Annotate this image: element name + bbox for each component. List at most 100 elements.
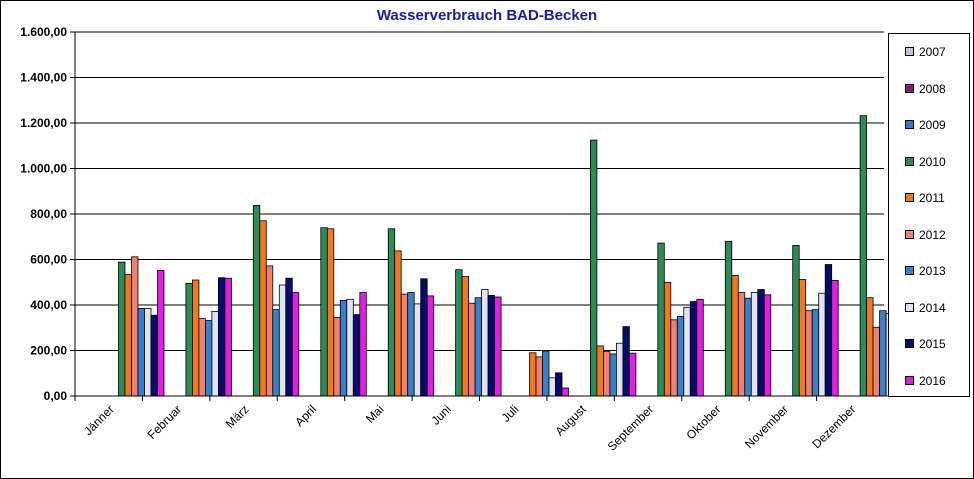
- legend-label: 2016: [919, 373, 946, 388]
- x-tick-labels: Jänner Februar März April Mai Juni Juli August S…: [81, 402, 858, 454]
- bar-2010-Juni: [455, 269, 463, 397]
- bar-2012-Dezember: [872, 326, 880, 397]
- bar-2014-September: [683, 306, 691, 397]
- bar-2014-August: [616, 342, 624, 397]
- bar-2011-November: [798, 279, 807, 397]
- legend-swatch: [905, 375, 914, 385]
- x-tick-label: Mai: [363, 402, 387, 426]
- x-tick-label: November: [742, 402, 791, 451]
- bar-2011-April: [326, 228, 335, 397]
- bar-2015-August: [622, 326, 630, 397]
- bar-2013-Mai: [407, 292, 415, 397]
- bar-2010-Oktober: [724, 240, 733, 397]
- legend-swatch: [905, 193, 914, 203]
- bar-2012-Jänner: [131, 256, 139, 397]
- bar-2011-Oktober: [731, 274, 739, 397]
- bar-2012-November: [805, 310, 813, 397]
- bars: [118, 115, 906, 397]
- legend-label: 2011: [919, 190, 945, 205]
- axes: [70, 31, 884, 401]
- bar-2015-Februar: [217, 277, 226, 397]
- legend-swatch: [905, 266, 914, 276]
- legend-item-2015: 2015: [905, 336, 946, 351]
- legend-label: 2010: [919, 154, 946, 169]
- x-tick-label: Februar: [145, 402, 185, 442]
- bar-2013-November: [811, 309, 820, 397]
- x-tick-label: Juni: [428, 402, 453, 427]
- bar-2012-Februar: [198, 318, 206, 397]
- bar-2015-April: [352, 314, 361, 397]
- bar-2010-August: [590, 139, 598, 397]
- bar-2010-November: [792, 244, 800, 397]
- bar-2011-September: [663, 281, 672, 397]
- x-tick-label: Juli: [499, 402, 522, 425]
- bar-2013-Februar: [204, 320, 213, 397]
- legend: 2007 2008 2009 2010 2011 2012 2013 2014 2015 2016: [888, 33, 970, 397]
- bar-2011-Juni: [461, 276, 470, 397]
- x-tick-label: August: [552, 402, 589, 439]
- bar-2014-Mai: [413, 303, 422, 397]
- bar-2013-April: [339, 299, 348, 397]
- bar-2012-September: [670, 319, 678, 397]
- legend-label: 2012: [919, 227, 946, 242]
- y-tick-label: 800,00: [30, 207, 67, 221]
- bar-2013-Juni: [474, 297, 483, 397]
- legend-label: 2008: [919, 81, 946, 96]
- bar-2012-März: [265, 265, 274, 397]
- legend-swatch: [905, 47, 914, 57]
- legend-item-2013: 2013: [905, 263, 946, 278]
- bar-2013-Jänner: [137, 307, 145, 397]
- legend-item-2011: 2011: [905, 190, 945, 205]
- bar-2015-März: [285, 277, 293, 397]
- bar-2011-März: [259, 220, 267, 397]
- bar-2012-Oktober: [737, 292, 746, 397]
- bar-2012-Juni: [468, 302, 476, 397]
- y-tick-label: 400,00: [30, 298, 67, 312]
- bar-2016-April: [359, 292, 367, 397]
- bar-2016-September: [696, 298, 704, 397]
- bar-2011-Dezember: [866, 297, 874, 397]
- bar-2013-September: [676, 315, 685, 397]
- bar-2014-März: [278, 284, 287, 397]
- bar-2015-Oktober: [757, 289, 765, 397]
- bar-2011-Mai: [394, 250, 402, 397]
- x-tick-label: März: [223, 402, 252, 431]
- bar-2010-April: [320, 227, 328, 397]
- bar-2011-Februar: [191, 279, 200, 397]
- bar-2014-Oktober: [750, 292, 759, 397]
- bar-2014-Juni: [481, 289, 489, 397]
- bar-2014-Juli: [548, 377, 556, 397]
- legend-label: 2007: [919, 44, 946, 59]
- bar-2010-Februar: [185, 282, 193, 397]
- bar-2013-August: [609, 353, 617, 397]
- x-tick-label: Oktober: [683, 402, 723, 442]
- y-tick-label: 600,00: [30, 253, 67, 267]
- bar-2015-November: [824, 264, 833, 397]
- legend-item-2010: 2010: [905, 154, 946, 168]
- bar-2016-Februar: [224, 277, 232, 397]
- bar-2016-November: [831, 279, 839, 397]
- bar-2011-August: [596, 345, 604, 397]
- bar-2015-Jänner: [150, 314, 158, 397]
- bar-2014-Februar: [211, 310, 219, 397]
- bar-2016-Oktober: [763, 294, 772, 397]
- y-tick-label: 1.600,00: [20, 25, 67, 39]
- bar-2010-September: [657, 242, 665, 397]
- y-tick-label: 1.200,00: [20, 116, 67, 130]
- y-tick-label: 1.000,00: [20, 162, 67, 176]
- bar-2013-Oktober: [744, 297, 752, 397]
- legend-item-2012: 2012: [905, 227, 946, 241]
- bar-2016-März: [291, 292, 300, 397]
- legend-item-2008: 2008: [905, 81, 946, 95]
- legend-label: 2014: [919, 300, 946, 315]
- y-tick-label: 200,00: [30, 344, 67, 358]
- bar-2015-September: [689, 301, 698, 397]
- bar-2014-Jänner: [144, 307, 152, 397]
- legend-swatch: [905, 302, 914, 312]
- bar-2016-Mai: [426, 295, 435, 397]
- bar-2011-Juli: [529, 352, 537, 397]
- legend-item-2007: 2007: [905, 44, 946, 59]
- x-tick-label: September: [605, 402, 656, 453]
- bar-2014-November: [818, 292, 826, 397]
